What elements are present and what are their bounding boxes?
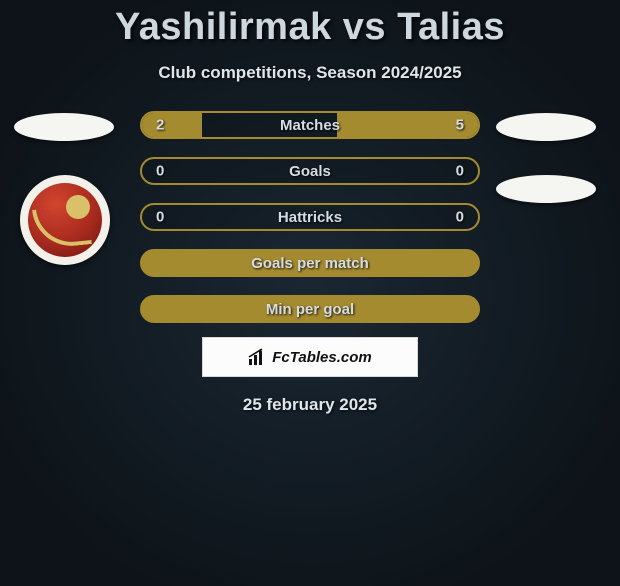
stat-label: Min per goal — [266, 301, 354, 318]
bar-fill-left — [142, 113, 202, 137]
stat-value-left: 0 — [156, 163, 164, 180]
stat-bar: 2 Matches 5 — [140, 111, 480, 139]
bars-icon — [248, 348, 268, 366]
subtitle: Club competitions, Season 2024/2025 — [0, 63, 620, 83]
stat-bar: Min per goal — [140, 295, 480, 323]
right-team-col — [496, 111, 606, 203]
left-team-col — [14, 111, 124, 265]
attribution-logo[interactable]: FcTables.com — [202, 337, 418, 377]
stat-label: Goals per match — [251, 255, 369, 272]
stat-bars: 2 Matches 5 0 Goals 0 0 Hattricks 0 Goals per mat… — [140, 111, 480, 323]
stat-value-left: 0 — [156, 209, 164, 226]
stat-value-right: 0 — [456, 163, 464, 180]
stat-label: Hattricks — [278, 209, 342, 226]
stat-bar: 0 Hattricks 0 — [140, 203, 480, 231]
attribution-text: FcTables.com — [272, 349, 371, 366]
stat-value-right: 5 — [456, 117, 464, 134]
stat-bar: Goals per match — [140, 249, 480, 277]
stat-bar: 0 Goals 0 — [140, 157, 480, 185]
date-line: 25 february 2025 — [0, 395, 620, 415]
stat-value-left: 2 — [156, 117, 164, 134]
team-crest-left — [20, 175, 110, 265]
team-logo-placeholder-left — [14, 113, 114, 141]
comparison-row: 2 Matches 5 0 Goals 0 0 Hattricks 0 Goals per mat… — [0, 111, 620, 323]
stat-label: Matches — [280, 117, 340, 134]
stat-label: Goals — [289, 163, 331, 180]
team-logo-placeholder-right-1 — [496, 113, 596, 141]
stat-value-right: 0 — [456, 209, 464, 226]
team-logo-placeholder-right-2 — [496, 175, 596, 203]
page-title: Yashilirmak vs Talias — [0, 6, 620, 49]
